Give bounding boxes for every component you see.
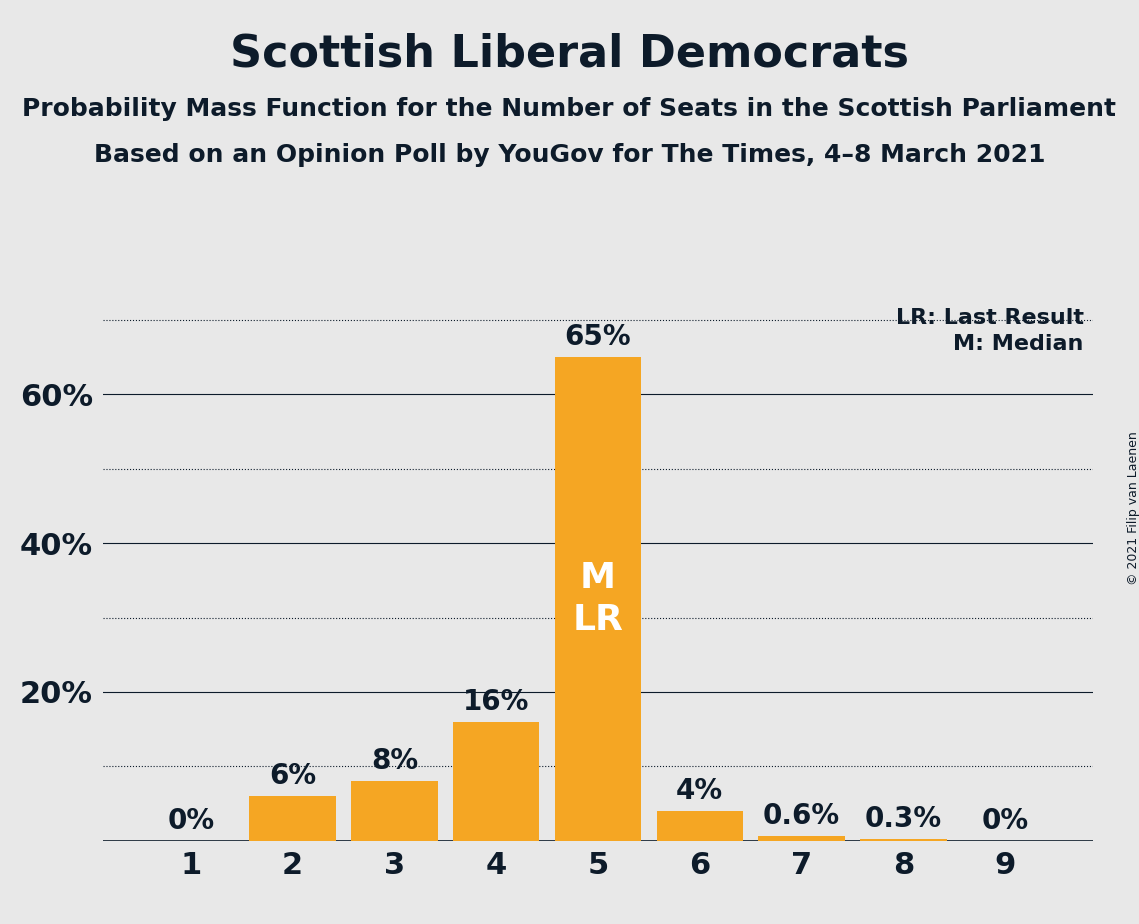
Text: 6%: 6%	[269, 762, 317, 790]
Text: Based on an Opinion Poll by YouGov for The Times, 4–8 March 2021: Based on an Opinion Poll by YouGov for T…	[93, 143, 1046, 167]
Text: M: Median: M: Median	[953, 334, 1083, 355]
Bar	[656, 811, 743, 841]
Text: 8%: 8%	[371, 748, 418, 775]
Text: Probability Mass Function for the Number of Seats in the Scottish Parliament: Probability Mass Function for the Number…	[23, 97, 1116, 121]
Bar	[249, 796, 336, 841]
Text: © 2021 Filip van Laenen: © 2021 Filip van Laenen	[1126, 432, 1139, 585]
Text: 0.6%: 0.6%	[763, 802, 841, 831]
Text: 16%: 16%	[462, 687, 530, 716]
Text: 65%: 65%	[565, 323, 631, 351]
Text: 4%: 4%	[677, 777, 723, 805]
Bar	[555, 357, 641, 841]
Text: 0%: 0%	[167, 807, 214, 835]
Bar	[351, 782, 437, 841]
Text: M
LR: M LR	[573, 561, 623, 637]
Bar	[759, 836, 845, 841]
Text: Scottish Liberal Democrats: Scottish Liberal Democrats	[230, 32, 909, 76]
Text: 0.3%: 0.3%	[865, 805, 942, 833]
Bar	[453, 722, 540, 841]
Bar	[860, 839, 947, 841]
Text: 0%: 0%	[982, 807, 1029, 835]
Text: LR: Last Result: LR: Last Result	[895, 308, 1083, 328]
